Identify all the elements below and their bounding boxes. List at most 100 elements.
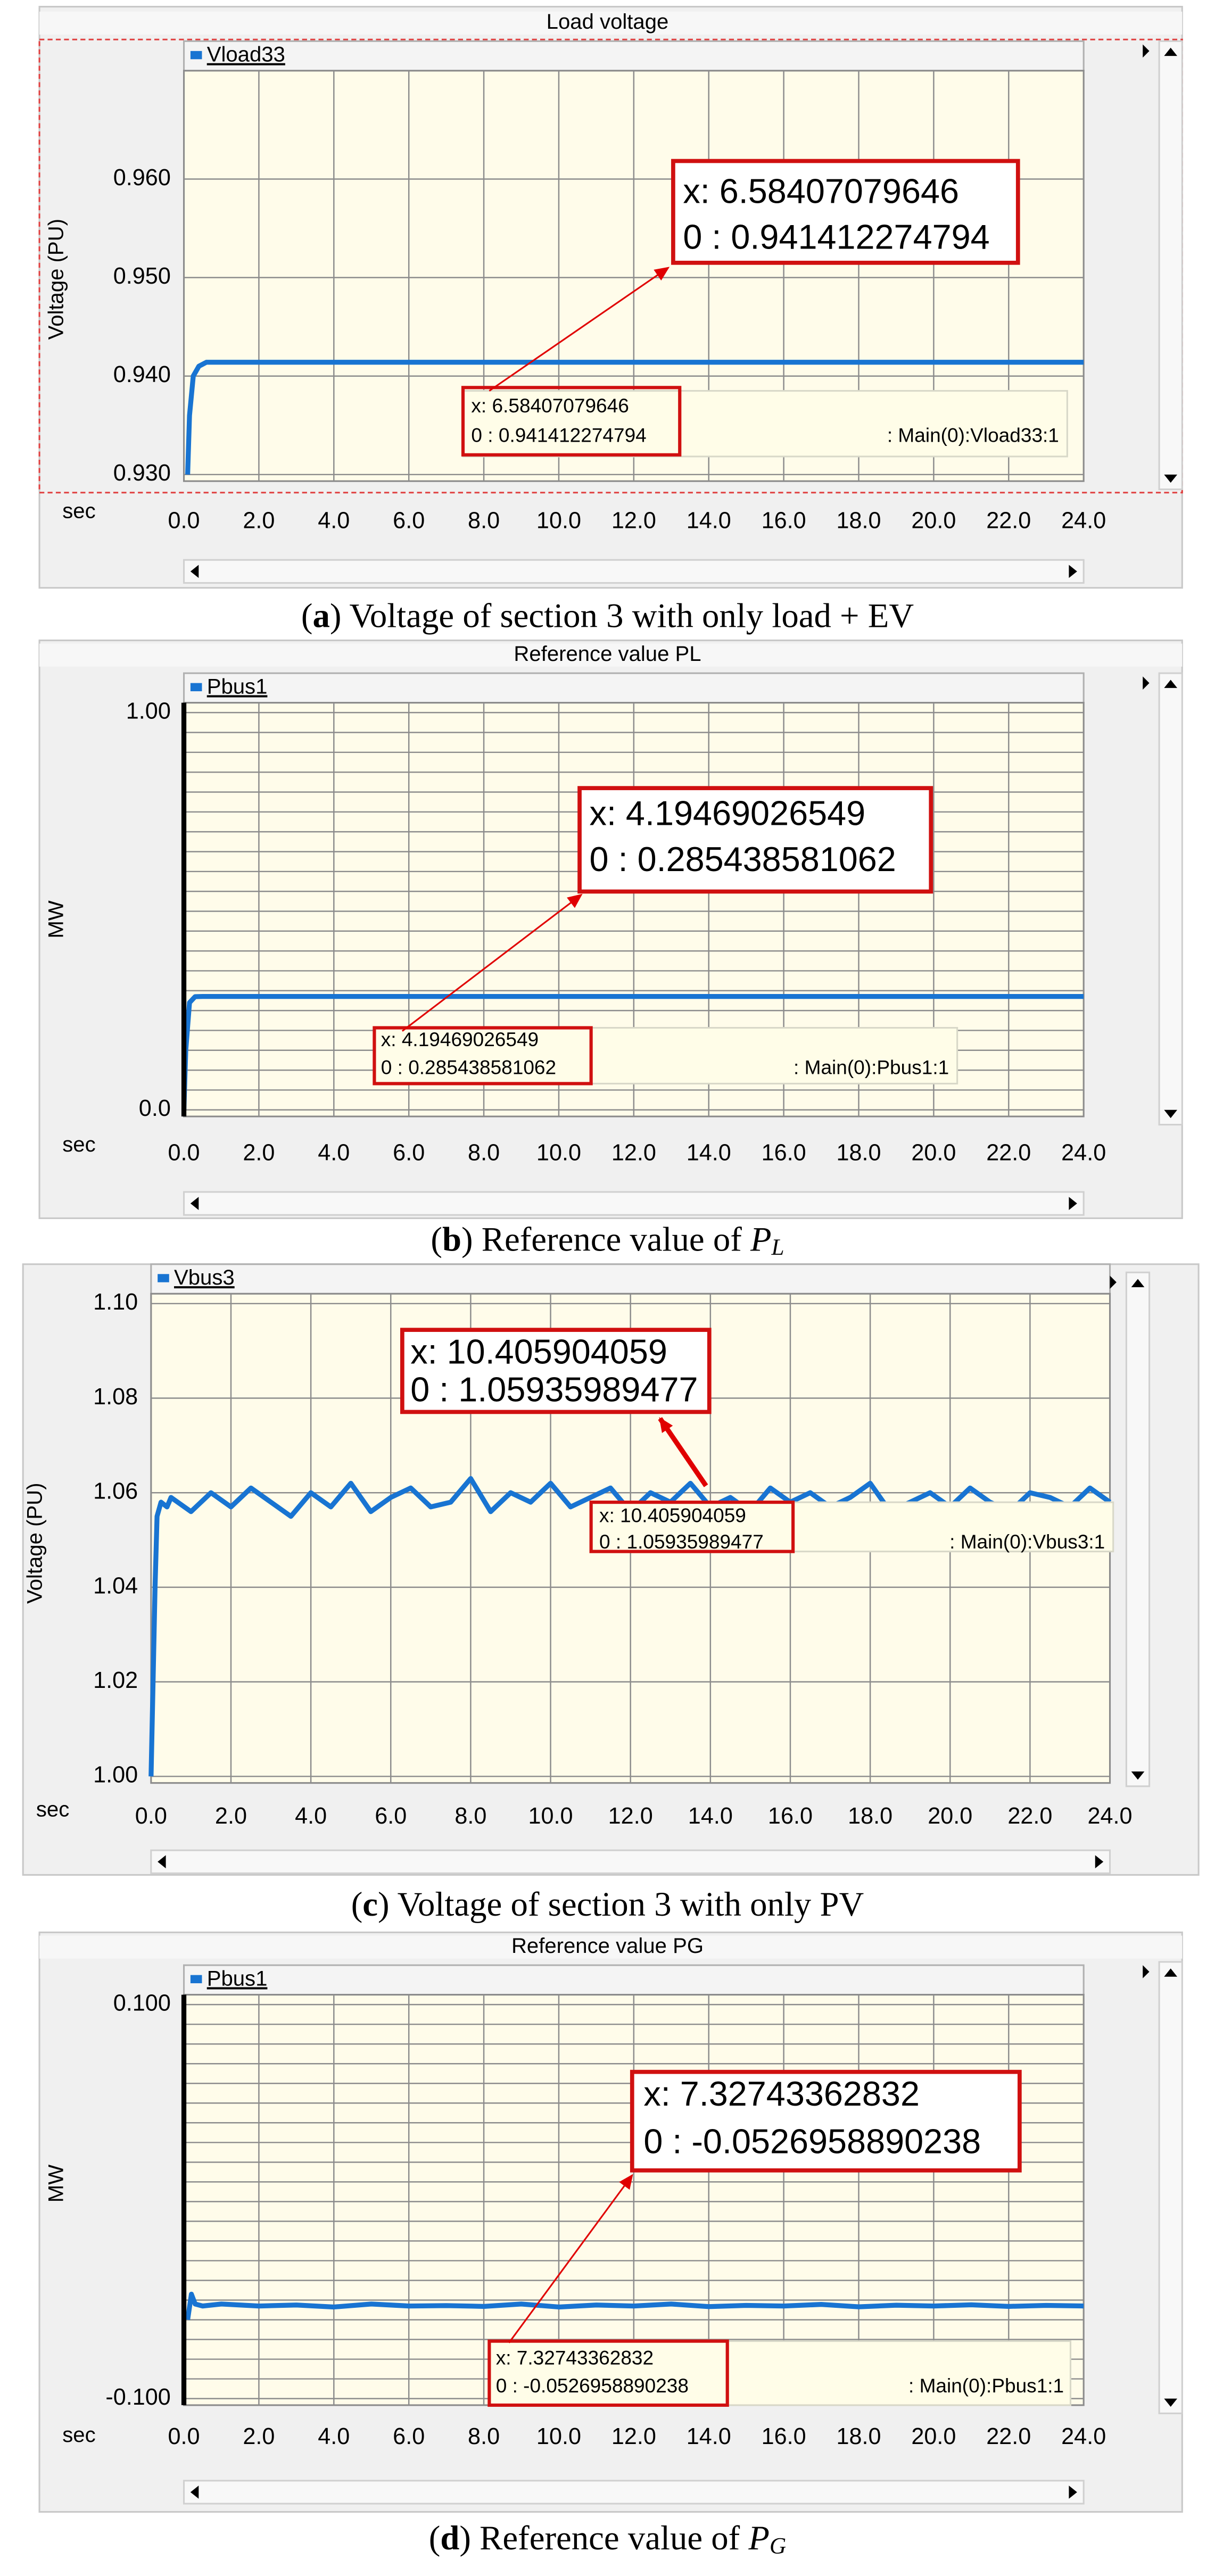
caption-prefix: ( <box>351 1885 363 1924</box>
x-tick-label: 8.0 <box>468 508 500 534</box>
x-tick-label: 4.0 <box>318 1140 350 1165</box>
x-tick-label: 20.0 <box>911 1140 956 1165</box>
title-bar <box>39 643 1183 667</box>
x-tick-label: 16.0 <box>768 1803 813 1829</box>
caption-text: ) Reference value of <box>459 2519 748 2557</box>
callout-y: 0 : 1.05935989477 <box>410 1370 698 1409</box>
x-tick-label: 8.0 <box>468 1140 500 1165</box>
x-tick-label: 4.0 <box>318 2424 350 2449</box>
caption-text: ) Voltage of section 3 with only PV <box>378 1885 864 1924</box>
x-tick-label: 24.0 <box>1061 1140 1106 1165</box>
x-tick-label: 2.0 <box>215 1803 247 1829</box>
y-tick-label: 0.960 <box>113 165 171 190</box>
x-tick-label: 16.0 <box>762 2424 806 2449</box>
vertical-scrollbar <box>1158 1961 1183 2414</box>
tooltip-source: : Main(0):Pbus1:1 <box>908 2374 1064 2397</box>
data-line <box>185 360 1084 475</box>
panel-title: Reference value PG <box>511 1934 704 1958</box>
caption: (d) Reference value of PG <box>429 2519 786 2558</box>
y-tick-label: 0.0 <box>139 1096 171 1121</box>
caption-symbol: P <box>748 2519 770 2557</box>
x-tick-label: 6.0 <box>393 1140 425 1165</box>
x-tick-label: 8.0 <box>468 2424 500 2449</box>
tooltip-x: x: 7.32743362832 <box>496 2346 654 2368</box>
horizontal-scrollbar <box>150 1849 1111 1874</box>
panel-side-arrow <box>1143 1965 1150 1978</box>
panel-side-arrow <box>1110 1275 1117 1289</box>
caption-text: ) Reference value of <box>461 1221 750 1259</box>
tooltip-x: x: 10.405904059 <box>599 1504 746 1527</box>
scroll-down-arrow <box>1164 2398 1178 2407</box>
caption-subscript: L <box>771 1235 784 1260</box>
x-tick-label: 20.0 <box>928 1803 972 1829</box>
tooltip-x: x: 4.19469026549 <box>381 1028 539 1050</box>
callout-y: 0 : 0.285438581062 <box>590 840 896 879</box>
x-tick-label: 24.0 <box>1061 508 1106 534</box>
caption-prefix: ( <box>301 597 313 635</box>
callout-arrow <box>489 267 670 392</box>
horizontal-scrollbar <box>183 1191 1085 1216</box>
legend-swatch <box>190 51 202 60</box>
callout-y: 0 : 0.941412274794 <box>683 218 989 256</box>
scroll-left-arrow <box>190 1197 199 1210</box>
x-tick-label: 22.0 <box>986 508 1031 534</box>
caption-prefix: ( <box>431 1221 442 1259</box>
x-tick-label: 2.0 <box>243 1140 275 1165</box>
x-tick-label: 14.0 <box>687 2424 731 2449</box>
tooltip-highlight <box>589 1501 795 1553</box>
x-tick-label: 4.0 <box>295 1803 327 1829</box>
x-tick-label: 18.0 <box>836 1140 881 1165</box>
x-tick-label: 18.0 <box>848 1803 892 1829</box>
tooltip-y: 0 : 0.285438581062 <box>381 1056 556 1078</box>
y-axis-label: Voltage (PU) <box>23 1483 46 1604</box>
x-tick-label: 14.0 <box>687 1140 731 1165</box>
legend-strip <box>150 1263 1111 1295</box>
legend-strip <box>183 40 1085 72</box>
scroll-right-arrow <box>1069 2486 1077 2499</box>
x-tick-label: 2.0 <box>243 508 275 534</box>
selection-frame <box>38 38 1183 494</box>
tooltip-source: : Main(0):Vload33:1 <box>887 424 1059 446</box>
scroll-up-arrow <box>1131 1279 1145 1287</box>
title-bar <box>39 11 1183 35</box>
legend-label: Pbus1 <box>207 1967 268 1990</box>
callout-arrow <box>658 1417 708 1487</box>
x-tick-label: 4.0 <box>318 508 350 534</box>
tooltip-background <box>373 1026 958 1084</box>
y-tick-label: 1.02 <box>93 1668 138 1693</box>
x-axis-label: sec <box>62 1133 95 1156</box>
y-axis-label: Voltage (PU) <box>45 219 68 339</box>
scroll-left-arrow <box>158 1855 166 1869</box>
scroll-down-arrow <box>1131 1771 1145 1780</box>
y-tick-label: 1.00 <box>93 1762 138 1788</box>
scroll-right-arrow <box>1069 565 1077 578</box>
y-tick-label: 0.950 <box>113 263 171 289</box>
callout-y: 0 : -0.0526958890238 <box>643 2122 981 2161</box>
tooltip-y: 0 : 1.05935989477 <box>599 1530 764 1553</box>
caption-subscript: G <box>770 2533 786 2558</box>
x-axis-label: sec <box>62 2423 95 2447</box>
scroll-up-arrow <box>1164 47 1178 56</box>
x-tick-label: 0.0 <box>168 2424 200 2449</box>
caption-label: d <box>440 2519 459 2557</box>
scroll-up-arrow <box>1164 680 1178 688</box>
legend-strip <box>183 672 1085 704</box>
x-tick-label: 10.0 <box>536 1140 581 1165</box>
scroll-down-arrow <box>1164 474 1178 483</box>
caption-symbol: P <box>750 1221 772 1259</box>
data-line <box>148 1476 1112 1777</box>
tooltip-background <box>488 2340 1072 2406</box>
caption: (c) Voltage of section 3 with only PV <box>351 1885 864 1924</box>
tooltip-source: : Main(0):Vbus3:1 <box>949 1530 1105 1553</box>
x-axis-label: sec <box>62 499 95 523</box>
caption-label: a <box>312 597 329 635</box>
legend-swatch <box>190 683 202 692</box>
x-tick-label: 0.0 <box>168 1140 200 1165</box>
tooltip-highlight <box>373 1026 593 1086</box>
x-tick-label: 6.0 <box>375 1803 407 1829</box>
y-tick-label: 1.08 <box>93 1384 138 1410</box>
data-line <box>185 2291 1084 2321</box>
x-tick-label: 20.0 <box>911 508 956 534</box>
x-tick-label: 16.0 <box>762 508 806 534</box>
